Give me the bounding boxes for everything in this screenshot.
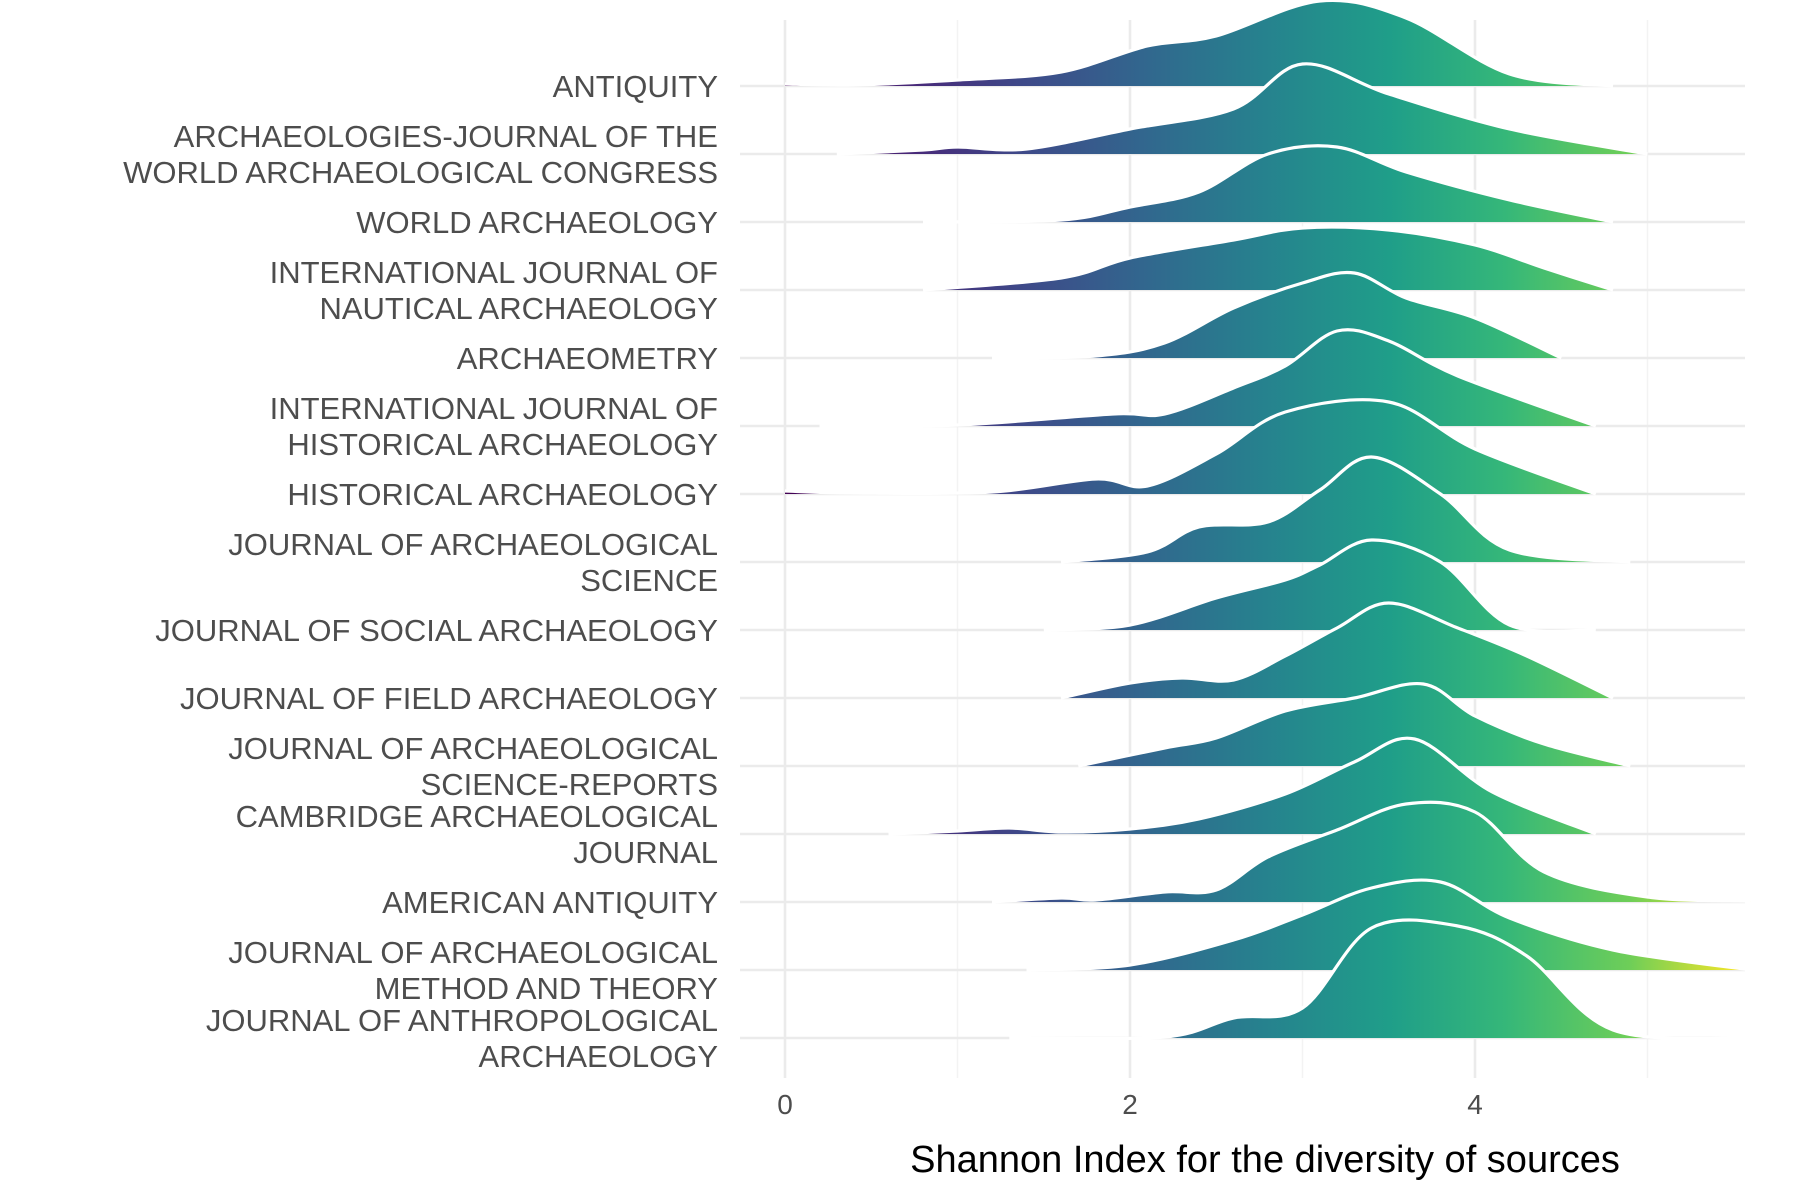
ridge-series [922, 225, 1614, 292]
ridge-area [1061, 456, 1631, 562]
ridge-area [785, 0, 1613, 87]
ridges [784, 0, 1752, 1041]
y-tick-label: ARCHAEOLOGIES-JOURNAL OF THE WORLD ARCHAE… [123, 119, 718, 190]
y-tick-label: WORLD ARCHAEOLOGY [356, 205, 718, 240]
y-tick-label: CAMBRIDGE ARCHAEOLOGICAL JOURNAL [236, 799, 718, 870]
ridge-outline [1026, 878, 1752, 972]
ridge-area [1078, 683, 1631, 766]
ridge-outline [1009, 918, 1752, 1041]
ridge-outline [991, 800, 1752, 904]
ridge-outline [1060, 455, 1631, 564]
ridge-series [922, 144, 1614, 224]
y-tick-label: INTERNATIONAL JOURNAL OF HISTORICAL ARCHA… [270, 391, 718, 462]
ridge-outline [922, 225, 1614, 292]
ridge-area [1061, 603, 1613, 698]
x-tick-label: 2 [1122, 1089, 1138, 1120]
ridge-outline [819, 328, 1597, 428]
x-axis-ticks: 0 2 4 [777, 1089, 1483, 1120]
y-tick-label: INTERNATIONAL JOURNAL OF NAUTICAL ARCHAEO… [270, 255, 718, 326]
ridge-outline [836, 62, 1648, 156]
ridge-outline [991, 270, 1562, 360]
y-tick-label: JOURNAL OF ARCHAEOLOGICAL SCIENCE-REPORTS [228, 731, 718, 802]
ridge-area [992, 272, 1562, 358]
ridge-area [992, 802, 1751, 902]
ridge-series [1009, 918, 1752, 1041]
ridge-series [991, 270, 1562, 360]
ridge-series [1060, 455, 1631, 564]
y-tick-label: JOURNAL OF FIELD ARCHAEOLOGY [180, 681, 718, 716]
ridge-outline [922, 144, 1614, 224]
ridge-series [1060, 601, 1614, 700]
ridge-series [784, 0, 1614, 88]
ridge-outline [1043, 538, 1596, 634]
y-tick-label: ANTIQUITY [553, 69, 718, 104]
ridge-series [991, 800, 1752, 904]
ridge-outline [784, 398, 1597, 496]
ridge-area [1009, 919, 1751, 1039]
ridge-area [923, 145, 1613, 222]
y-tick-label: JOURNAL OF ANTHROPOLOGICAL ARCHAEOLOGY [206, 1003, 718, 1074]
y-tick-label: AMERICAN ANTIQUITY [382, 885, 718, 920]
ridge-outline [888, 736, 1597, 836]
x-axis-title: Shannon Index for the diversity of sourc… [910, 1139, 1620, 1181]
y-tick-label: JOURNAL OF ARCHAEOLOGICAL SCIENCE [228, 527, 718, 598]
ridge-outline [1077, 681, 1631, 768]
y-tick-label: JOURNAL OF ARCHAEOLOGICAL METHOD AND THEO… [228, 935, 718, 1006]
ridge-area [836, 63, 1648, 154]
y-tick-label: HISTORICAL ARCHAEOLOGY [287, 477, 718, 512]
ridge-series [1077, 681, 1631, 768]
ridge-outline [784, 0, 1614, 88]
y-tick-label: JOURNAL OF SOCIAL ARCHAEOLOGY [155, 613, 718, 648]
ridge-series [819, 328, 1597, 428]
ridge-area [923, 227, 1613, 290]
ridge-series [1043, 538, 1596, 634]
x-tick-label: 0 [777, 1089, 793, 1120]
ridge-area [819, 329, 1596, 427]
ridge-outline [1060, 601, 1614, 700]
y-axis-labels: ANTIQUITY ARCHAEOLOGIES-JOURNAL OF THE WOR… [123, 69, 718, 1074]
ridge-series [836, 62, 1648, 156]
y-tick-label: ARCHAEOMETRY [457, 341, 718, 376]
x-tick-label: 4 [1467, 1089, 1483, 1120]
ridge-area [1043, 539, 1596, 632]
